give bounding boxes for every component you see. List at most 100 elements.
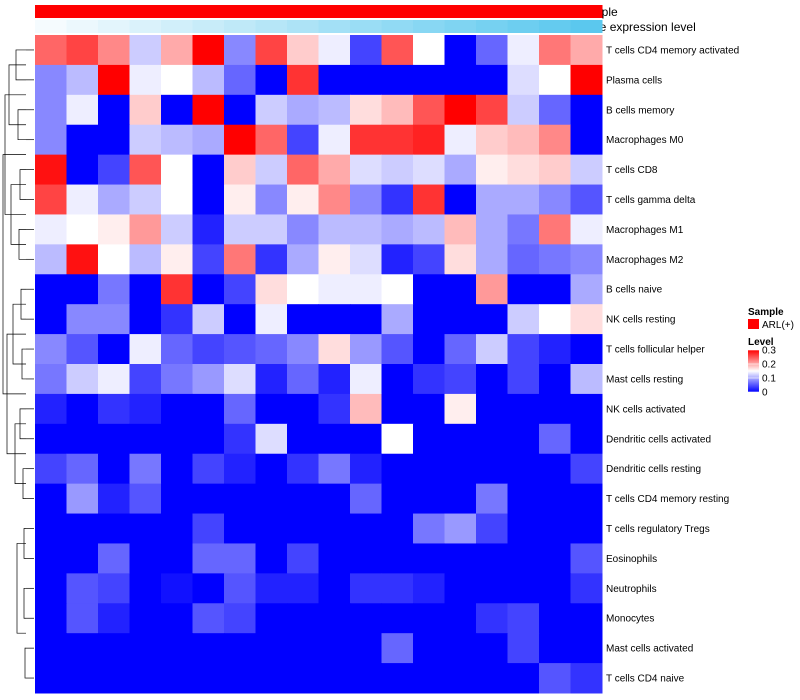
heatmap-cell xyxy=(98,633,130,664)
heatmap-cell xyxy=(129,244,162,275)
heatmap-cell xyxy=(381,274,414,305)
heatmap-cell xyxy=(66,124,99,156)
heatmap-cell xyxy=(129,184,162,215)
row-label: Macrophages M1 xyxy=(606,225,684,236)
heatmap-cell xyxy=(381,124,414,156)
dendrogram-branch xyxy=(16,543,26,634)
heatmap-cell xyxy=(224,334,256,365)
heatmap-cell xyxy=(66,423,99,455)
heatmap-cell xyxy=(381,64,414,96)
heatmap-cell xyxy=(539,244,571,275)
heatmap-cell xyxy=(507,633,540,664)
heatmap-cell xyxy=(381,423,414,455)
heatmap-cell xyxy=(350,543,382,574)
heatmap-cell xyxy=(161,64,193,96)
heatmap-cell xyxy=(570,184,603,215)
heatmap-cell xyxy=(507,603,540,634)
heatmap-cell xyxy=(66,453,99,485)
heatmap-cell xyxy=(255,483,288,515)
heatmap-cell xyxy=(539,603,571,634)
heatmap-cell xyxy=(287,663,319,694)
row-labels: T cells CD4 memory activated Plasma cells… xyxy=(606,45,739,684)
heatmap-cell xyxy=(35,214,67,245)
row-label: Macrophages M0 xyxy=(606,135,684,146)
heatmap-cell xyxy=(444,573,477,604)
heatmap-cell xyxy=(224,94,256,126)
heatmap-cell xyxy=(224,423,256,455)
sample-annotation-cell xyxy=(66,5,99,18)
heatmap-cell xyxy=(318,184,351,215)
heatmap-cell xyxy=(507,393,540,425)
heatmap-cell xyxy=(192,334,225,365)
heatmap-cell xyxy=(476,184,508,215)
heatmap-cell xyxy=(98,543,130,574)
row-label: Mast cells resting xyxy=(606,374,683,385)
sample-annotation-cell xyxy=(192,5,225,18)
heatmap-cell xyxy=(318,453,351,485)
heatmap-cell xyxy=(287,483,319,515)
heatmap-cell xyxy=(35,154,67,186)
heatmap-cell xyxy=(129,603,162,634)
heatmap-cell xyxy=(129,364,162,395)
row-label: B cells memory xyxy=(606,105,674,116)
row-dendrogram xyxy=(2,49,34,679)
heatmap-cell xyxy=(287,603,319,634)
heatmap-cell xyxy=(381,184,414,215)
heatmap-cell xyxy=(287,94,319,126)
heatmap-cell xyxy=(476,304,508,335)
heatmap-cell xyxy=(413,304,445,335)
heatmap-cell xyxy=(129,543,162,574)
heatmap-cell xyxy=(318,274,351,305)
heatmap-cell xyxy=(318,663,351,694)
heatmap-cell xyxy=(66,214,99,245)
heatmap-cell xyxy=(444,543,477,574)
heatmap-cell xyxy=(507,334,540,365)
heatmap-cell xyxy=(413,274,445,305)
row-label: Mast cells activated xyxy=(606,644,693,655)
heatmap-cell xyxy=(224,124,256,156)
expression-annotation-cell xyxy=(66,20,99,33)
heatmap-cell xyxy=(98,663,130,694)
heatmap-cell xyxy=(66,364,99,395)
heatmap-cell xyxy=(66,483,99,515)
heatmap-cell xyxy=(192,154,225,186)
heatmap-cell xyxy=(507,663,540,694)
heatmap-cell xyxy=(287,364,319,395)
heatmap-cell xyxy=(98,334,130,365)
heatmap-cell xyxy=(539,483,571,515)
sample-annotation-cell xyxy=(570,5,603,18)
expression-annotation-cell xyxy=(381,20,414,33)
heatmap-cell xyxy=(318,334,351,365)
heatmap-cell xyxy=(507,573,540,604)
heatmap-cell xyxy=(192,304,225,335)
heatmap-cell xyxy=(66,573,99,604)
heatmap-cell xyxy=(192,393,225,425)
heatmap-cell xyxy=(35,64,67,96)
heatmap-cell xyxy=(350,423,382,455)
heatmap-cell xyxy=(507,304,540,335)
heatmap-cell xyxy=(507,214,540,245)
heatmap-cell xyxy=(161,364,193,395)
heatmap-cell xyxy=(255,214,288,245)
heatmap-cell xyxy=(381,453,414,485)
heatmap-cell xyxy=(161,663,193,694)
heatmap-cell xyxy=(66,663,99,694)
heatmap-cell xyxy=(224,274,256,305)
legends: Sample ARL(+) Level 0.3 0.2 0.1 0 xyxy=(748,307,794,399)
heatmap-cell xyxy=(507,124,540,156)
heatmap-cell xyxy=(66,184,99,215)
heatmap-cell xyxy=(255,513,288,544)
heatmap-cell xyxy=(161,35,193,66)
heatmap-cell xyxy=(192,483,225,515)
heatmap-cell xyxy=(539,274,571,305)
heatmap-cell xyxy=(98,94,130,126)
heatmap-cell xyxy=(129,573,162,604)
heatmap-cell xyxy=(287,304,319,335)
heatmap-cell xyxy=(224,214,256,245)
heatmap-cell xyxy=(35,663,67,694)
heatmap-cell xyxy=(444,64,477,96)
heatmap-cell xyxy=(570,94,603,126)
heatmap-cell xyxy=(350,483,382,515)
heatmap-cell xyxy=(350,513,382,544)
